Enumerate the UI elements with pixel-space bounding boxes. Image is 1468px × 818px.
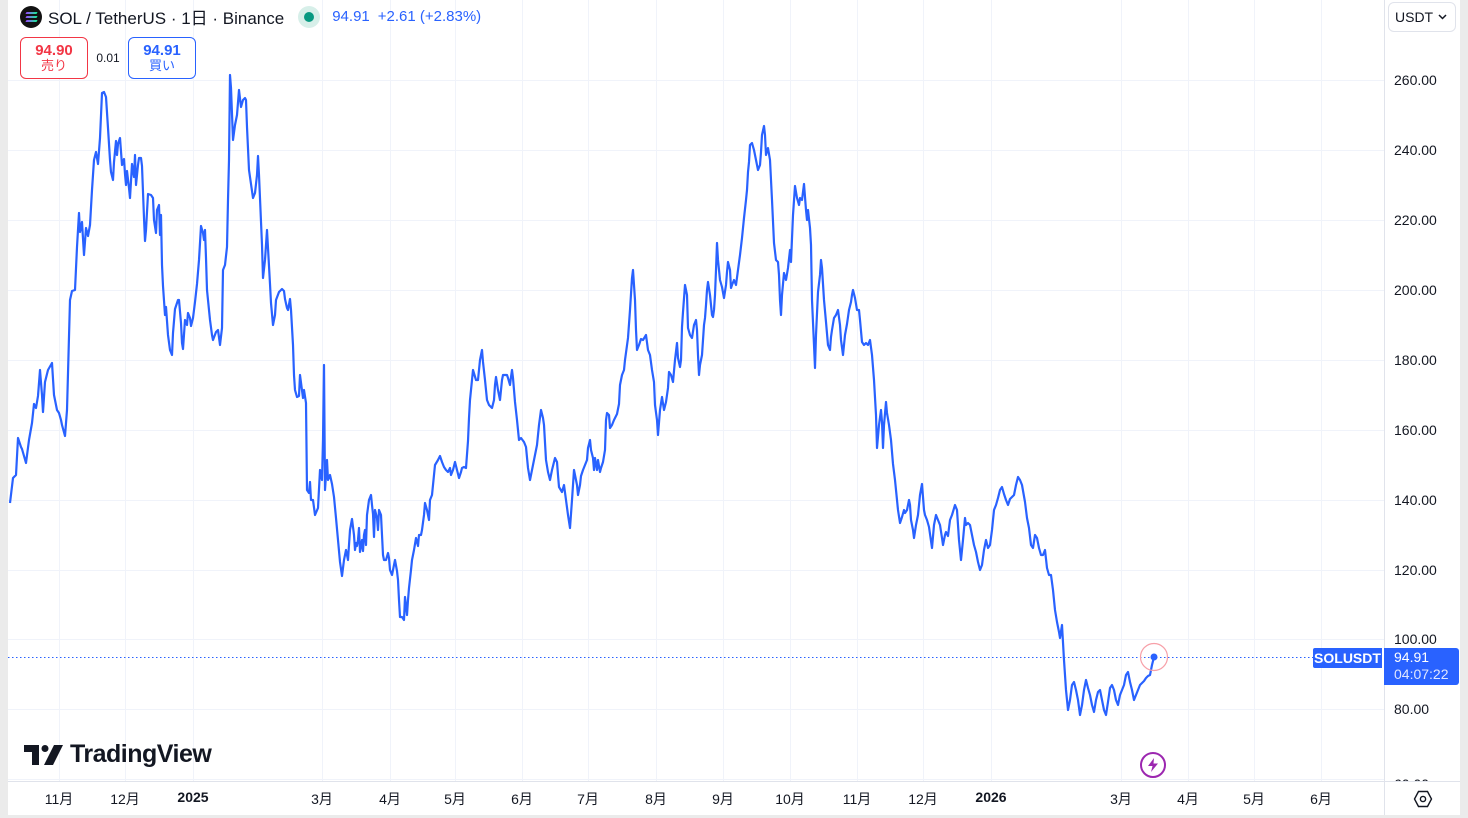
time-scale[interactable]: [8, 781, 1384, 815]
chart-settings-button[interactable]: [1384, 781, 1460, 815]
trade-panel: 94.90 売り 0.01 94.91 買い: [20, 37, 196, 79]
buy-button[interactable]: 94.91 買い: [128, 37, 196, 79]
x-tick-label: 11月: [842, 791, 872, 807]
tradingview-logo-text: TradingView: [70, 740, 212, 768]
symbol-price-tag: SOLUSDT: [1313, 648, 1382, 668]
x-tick-label: 4月: [1177, 791, 1199, 807]
x-tick-label: 12月: [110, 791, 140, 807]
sell-price: 94.90: [35, 41, 73, 59]
x-tick-label-year: 2025: [177, 789, 209, 805]
y-tick-label: 80.00: [1394, 701, 1430, 717]
x-tick-label: 11月: [44, 791, 74, 807]
market-status-icon: [298, 5, 321, 28]
x-tick-label: 5月: [444, 791, 466, 807]
buy-price: 94.91: [143, 41, 181, 59]
price-line-chart[interactable]: [0, 0, 1384, 781]
left-edge: [0, 0, 8, 818]
last-price-value: 94.91: [1394, 649, 1430, 665]
x-tick-label: 7月: [577, 791, 599, 807]
x-tick-label: 5月: [1243, 791, 1265, 807]
x-tick-label-year: 2026: [975, 789, 1007, 805]
y-tick-label: 60.00: [1394, 773, 1429, 785]
vertical-gridlines: [59, 0, 1322, 781]
bar-countdown: 04:07:22: [1394, 666, 1449, 682]
sell-label: 売り: [40, 58, 67, 74]
x-tick-label: 3月: [1110, 791, 1132, 807]
last-point-dot: [1150, 653, 1158, 661]
y-tick-label: 220.00: [1394, 212, 1437, 228]
x-tick-label: 12月: [908, 791, 938, 807]
y-tick-label: 180.00: [1394, 352, 1437, 368]
bottom-edge: [0, 815, 1468, 818]
tradingview-logo[interactable]: TradingView: [24, 740, 212, 769]
settings-hexagon-icon: [1413, 790, 1432, 807]
price-series-line: [8, 73, 1156, 717]
x-tick-label: 6月: [1310, 791, 1332, 807]
x-tick-label: 10月: [775, 791, 805, 807]
tradingview-mark-icon: [24, 744, 63, 765]
right-edge: [1460, 0, 1468, 818]
horizontal-gridlines: [8, 80, 1384, 780]
y-tick-label: 240.00: [1394, 142, 1437, 158]
last-price-tag: 94.91 04:07:22: [1384, 648, 1459, 685]
y-tick-label: 260.00: [1394, 72, 1437, 88]
chevron-down-icon: [1438, 14, 1447, 20]
y-tick-label: 160.00: [1394, 422, 1437, 438]
x-tick-label: 3月: [311, 791, 333, 807]
symbol-legend[interactable]: SOL / TetherUS · 1日 · Binance 94.91 +2.6…: [20, 4, 481, 29]
symbol-title[interactable]: SOL / TetherUS · 1日 · Binance: [48, 9, 285, 28]
y-tick-label: 100.00: [1394, 631, 1437, 647]
y-tick-label: 140.00: [1394, 492, 1437, 508]
buy-label: 買い: [148, 58, 175, 74]
lightning-event-icon[interactable]: [1140, 752, 1166, 778]
y-tick-label: 200.00: [1394, 282, 1437, 298]
y-tick-label: 120.00: [1394, 562, 1437, 578]
legend-last-price: 94.91: [332, 8, 370, 25]
x-tick-label: 6月: [511, 791, 533, 807]
x-tick-label: 4月: [379, 791, 401, 807]
sell-button[interactable]: 94.90 売り: [20, 37, 88, 79]
x-tick-label: 9月: [712, 791, 734, 807]
currency-label: USDT: [1395, 9, 1434, 25]
legend-price-change: +2.61 (+2.83%): [377, 8, 482, 25]
last-point-halo: [1139, 642, 1169, 672]
solana-logo-icon: [20, 5, 42, 28]
x-tick-label: 8月: [645, 791, 667, 807]
spread-value: 0.01: [96, 51, 120, 65]
currency-select[interactable]: USDT: [1388, 2, 1456, 32]
